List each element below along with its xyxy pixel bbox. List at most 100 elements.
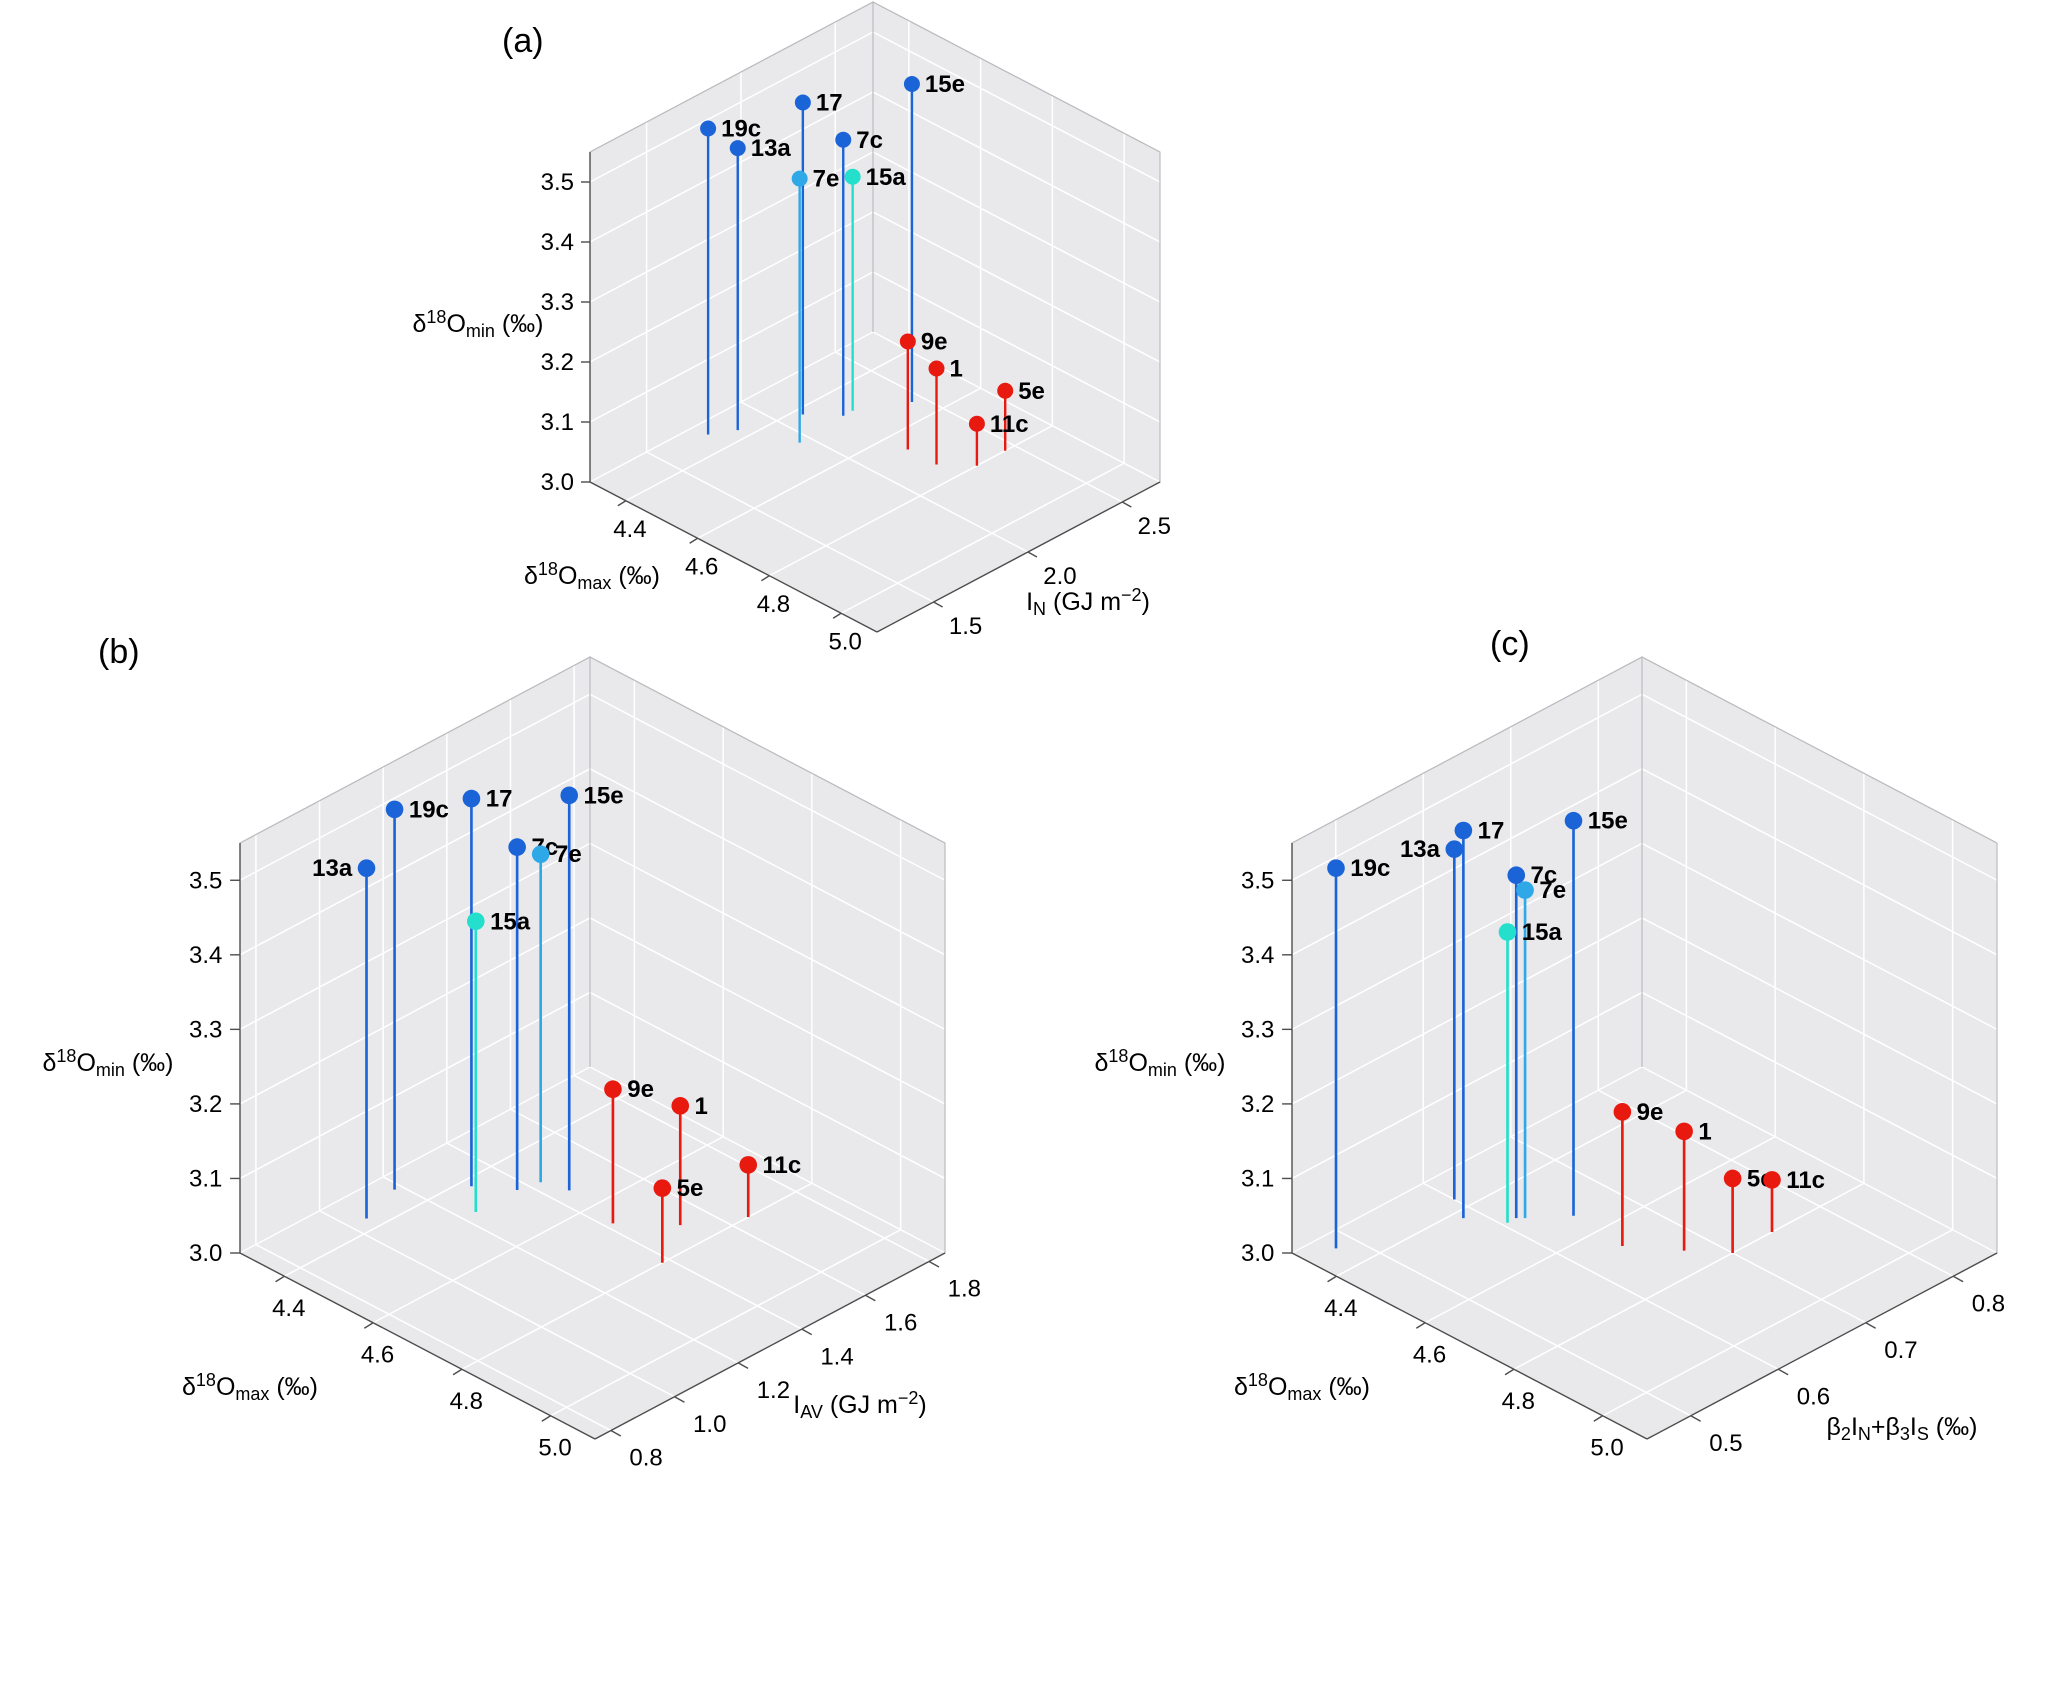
z-tick-label: 3.3 <box>541 289 574 316</box>
box-edge <box>1641 656 1998 844</box>
point-15a <box>1498 923 1517 941</box>
grid-line <box>872 151 1161 303</box>
point-11c <box>739 1156 758 1174</box>
z-tick-label: 3.3 <box>189 1016 222 1043</box>
tick-mark <box>1593 1415 1603 1422</box>
point-label-17: 17 <box>486 786 513 813</box>
grid-line <box>1291 842 1643 1031</box>
point-5e <box>997 382 1014 399</box>
point-11c <box>968 415 985 432</box>
panel-b-3d-plot: 3.0 3.1 3.2 3.3 3.4 3.5 4.4 4.6 4.8 5.0 0.8 1.0 1.2 1… <box>42 656 981 1472</box>
x-tick-label: 4.4 <box>272 1295 305 1322</box>
z-tick-label: 3.2 <box>541 349 574 376</box>
z-tick-label: 3.0 <box>541 469 574 496</box>
grid-line <box>646 451 934 603</box>
grid-line <box>1424 1136 1776 1324</box>
grid-line <box>872 91 1161 243</box>
y-tick-label: 0.5 <box>1709 1430 1742 1457</box>
grid-line <box>1641 693 1998 881</box>
panel-a-3d-plot: 3.0 3.1 3.2 3.3 3.4 3.5 4.4 4.6 4.8 5.0 1.5 2.0 2.5 δ… <box>412 1 1171 655</box>
tick-mark <box>761 575 770 582</box>
y-axis-line <box>876 481 1161 633</box>
panel-b: (b) 3.0 3.1 3.2 3.3 3.4 3.5 4.4 4.6 4.8 5.0 0.8 1.0… <box>10 613 1015 1518</box>
panel-a: (a) 3.0 3.1 3.2 3.3 3.4 3.5 4.4 4.6 4.8 5.0 1.5 2.0… <box>400 0 1280 700</box>
tick-mark <box>1777 1368 1789 1376</box>
x-tick-label: 4.6 <box>361 1341 394 1368</box>
z-tick-label: 3.1 <box>1241 1165 1274 1192</box>
y-tick-label: 1.8 <box>948 1276 981 1303</box>
tick-mark <box>1121 501 1132 508</box>
tick-mark <box>617 500 627 507</box>
y-axis-line <box>1646 1252 1998 1440</box>
z-tick-label: 3.4 <box>1241 942 1274 969</box>
point-label-13a: 13a <box>1400 836 1441 863</box>
point-13a <box>357 859 376 877</box>
point-19c <box>1327 859 1345 877</box>
z-tick-label: 3.1 <box>189 1165 222 1192</box>
z-tick-label: 3.5 <box>1241 867 1274 894</box>
grid-line <box>239 1066 591 1254</box>
grid-line <box>840 462 1125 614</box>
x-axis-line <box>239 1252 596 1440</box>
x-tick-label: 4.4 <box>613 516 646 543</box>
panel-c-3d-plot: 3.0 3.1 3.2 3.3 3.4 3.5 4.4 4.6 4.8 5.0 0.5 0.6 0.7 0… <box>1094 656 2005 1461</box>
point-label-7e: 7e <box>555 841 582 868</box>
grid-line <box>740 401 1029 553</box>
tick-mark <box>1027 551 1038 558</box>
z-tick-label: 3.3 <box>1241 1016 1274 1043</box>
point-label-17: 17 <box>1478 817 1505 844</box>
point-label-9e: 9e <box>921 329 948 356</box>
y-axis-label: IN (GJ m−2) <box>1026 585 1150 619</box>
point-15a <box>844 168 861 185</box>
y-axis-label: IAV (GJ m−2) <box>793 1388 927 1422</box>
point-label-9e: 9e <box>1637 1099 1664 1126</box>
point-13a <box>729 140 746 157</box>
tick-mark <box>1504 1368 1515 1376</box>
grid-line <box>239 991 591 1180</box>
tick-mark <box>928 1260 940 1268</box>
point-label-15a: 15a <box>490 908 531 935</box>
point-label-17: 17 <box>816 90 843 117</box>
grid-line <box>589 991 946 1180</box>
tick-mark <box>1690 1415 1701 1422</box>
y-tick-label: 1.0 <box>693 1411 726 1438</box>
tick-mark <box>689 537 698 544</box>
tick-mark <box>865 1294 876 1302</box>
point-label-15a: 15a <box>1522 919 1563 946</box>
panel-c: (c) 3.0 3.1 3.2 3.3 3.4 3.5 4.4 4.6 4.8 5.0 0.5 0.6… <box>1062 613 2067 1518</box>
point-label-1: 1 <box>950 356 963 383</box>
y-tick-label: 1.6 <box>884 1309 917 1336</box>
tick-mark <box>674 1396 685 1403</box>
point-15e <box>1564 811 1583 830</box>
grid-line <box>1335 1229 1692 1417</box>
y-tick-label: 1.5 <box>949 613 982 640</box>
grid-line <box>589 91 874 243</box>
box-edge <box>239 656 591 844</box>
grid-line <box>239 842 591 1031</box>
grid-line <box>1641 917 1998 1105</box>
point-label-5e: 5e <box>1018 378 1045 405</box>
point-label-11c: 11c <box>990 411 1029 438</box>
panel-c-label: (c) <box>1490 625 1530 663</box>
grid-line <box>872 271 1161 423</box>
point-7e <box>1516 881 1534 899</box>
point-label-7e: 7e <box>1539 877 1566 904</box>
grid-line <box>872 31 1161 183</box>
point-5e <box>653 1179 672 1197</box>
x-axis-line <box>589 481 878 633</box>
grid-line <box>1641 1066 1998 1254</box>
grid-line <box>625 350 910 502</box>
point-label-15e: 15e <box>1588 808 1628 835</box>
grid-line <box>461 1182 813 1370</box>
grid-line <box>589 211 874 363</box>
grid-line <box>589 693 946 881</box>
grid-line <box>239 693 591 881</box>
point-15a <box>466 912 485 931</box>
tick-mark <box>737 1362 749 1370</box>
grid-line <box>1291 917 1643 1105</box>
point-label-19c: 19c <box>721 116 761 143</box>
x-axis-line <box>1291 1252 1648 1440</box>
grid-line <box>1510 1136 1867 1324</box>
grid-line <box>589 1066 946 1254</box>
